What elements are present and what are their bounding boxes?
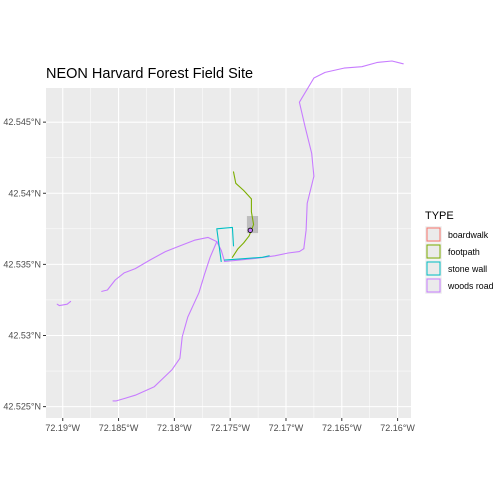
y-tick-label: 42.54°N — [8, 188, 41, 198]
legend-key-woods-road — [426, 278, 441, 293]
map-panel — [46, 88, 411, 418]
x-tick-label: 72.18°W — [157, 423, 192, 433]
legend-label-woods-road: woods road — [447, 281, 494, 291]
woods-road-line — [216, 241, 226, 263]
woods-road-line — [224, 248, 305, 263]
woods-road-line — [101, 236, 218, 292]
y-tick-label: 42.545°N — [3, 117, 41, 127]
legend-key-stone-wall — [426, 261, 441, 276]
legend-title: TYPE — [425, 210, 454, 222]
stone-wall-line — [224, 255, 270, 261]
legend: TYPE boardwalk footpath stone wall woods ro… — [424, 210, 494, 295]
aoi-boundary — [246, 216, 259, 234]
x-tick-label: 72.165°W — [322, 423, 362, 433]
map-features — [56, 60, 404, 402]
x-tick-label: 72.185°W — [99, 423, 139, 433]
legend-label-footpath: footpath — [448, 247, 480, 257]
x-tick-label: 72.17°W — [269, 423, 304, 433]
legend-label-boardwalk: boardwalk — [448, 230, 489, 240]
legend-key-bg — [424, 276, 443, 295]
legend-key-bg — [424, 225, 443, 244]
legend-key-footpath — [426, 244, 441, 259]
y-tick-label: 42.525°N — [3, 402, 41, 412]
stone-wall-line — [216, 226, 235, 263]
tower-location-marker — [247, 227, 253, 233]
y-tick-label: 42.535°N — [3, 259, 41, 269]
axes: 72.19°W 72.185°W 72.18°W 72.175°W 72.17°W 72.… — [3, 117, 415, 433]
legend-key-bg — [424, 259, 443, 278]
x-tick-label: 72.16°W — [380, 423, 415, 433]
legend-label-stone-wall: stone wall — [448, 264, 487, 274]
woods-road-line — [56, 300, 72, 307]
legend-key-bg — [424, 242, 443, 261]
plot-title: NEON Harvard Forest Field Site — [46, 66, 254, 82]
woods-road-line — [112, 241, 218, 402]
footpath-line — [231, 171, 255, 258]
woods-road-line — [298, 60, 404, 250]
legend-key-boardwalk — [426, 227, 441, 242]
y-tick-label: 42.53°N — [8, 331, 41, 341]
x-tick-label: 72.175°W — [210, 423, 250, 433]
x-tick-label: 72.19°W — [45, 423, 80, 433]
